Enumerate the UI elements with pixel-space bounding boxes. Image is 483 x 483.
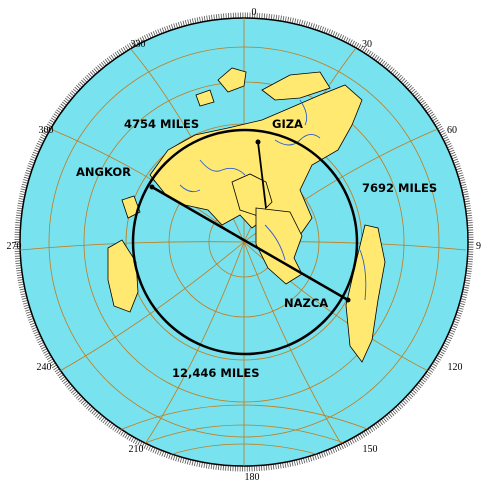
bearing-330: 330 (131, 39, 146, 50)
label-circle-distance: 12,446 MILES (172, 366, 260, 380)
label-giza: GIZA (272, 117, 303, 131)
label-nazca: NAZCA (284, 296, 328, 310)
bearing-180: 180 (245, 472, 260, 483)
site-marker-giza (256, 140, 261, 145)
bearing-60: 60 (447, 125, 457, 136)
bearing-300: 300 (39, 125, 54, 136)
label-angkor: ANGKOR (76, 165, 131, 179)
label-angkor-giza-distance: 4754 MILES (124, 117, 199, 131)
bearing-30: 30 (362, 39, 372, 50)
bearing-90: 9 (476, 241, 481, 252)
site-marker-nazca (346, 298, 351, 303)
bearing-270: 270 (7, 241, 22, 252)
site-marker-angkor (150, 185, 155, 190)
label-giza-nazca-distance: 7692 MILES (362, 181, 437, 195)
bearing-210: 210 (129, 444, 144, 455)
bearing-120: 120 (448, 362, 463, 373)
bearing-240: 240 (37, 362, 52, 373)
bearing-150: 150 (363, 444, 378, 455)
bearing-0: 0 (252, 7, 257, 18)
